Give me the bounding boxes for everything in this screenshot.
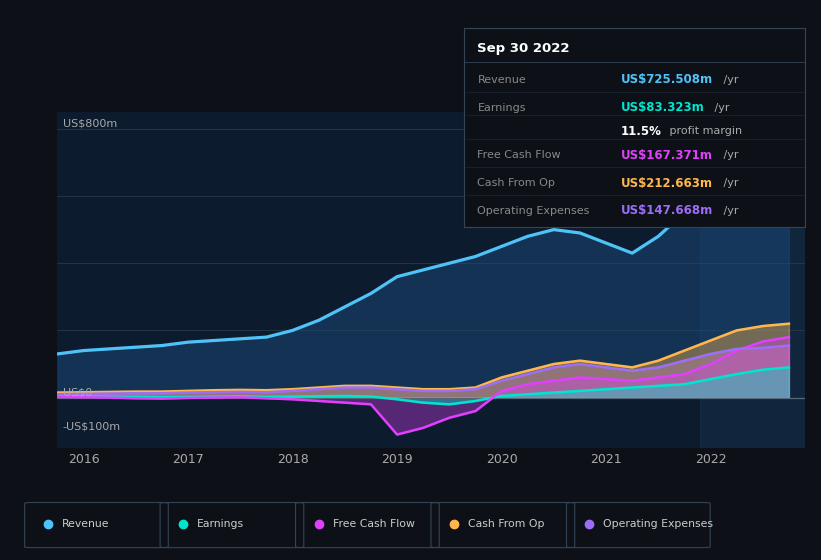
Bar (700, 112, 805, 448)
Text: /yr: /yr (720, 74, 739, 85)
Text: US$800m: US$800m (62, 119, 117, 129)
Text: /yr: /yr (711, 102, 730, 113)
Text: Free Cash Flow: Free Cash Flow (333, 519, 415, 529)
Text: US$167.371m: US$167.371m (621, 149, 713, 162)
Text: US$83.323m: US$83.323m (621, 101, 704, 114)
Text: /yr: /yr (720, 150, 739, 160)
Text: US$725.508m: US$725.508m (621, 73, 713, 86)
Text: Earnings: Earnings (197, 519, 244, 529)
Text: Operating Expenses: Operating Expenses (603, 519, 713, 529)
Text: /yr: /yr (720, 178, 739, 188)
Text: US$0: US$0 (62, 388, 92, 398)
Text: -US$100m: -US$100m (62, 421, 121, 431)
Text: 11.5%: 11.5% (621, 125, 662, 138)
Text: Earnings: Earnings (478, 102, 526, 113)
Text: Cash From Op: Cash From Op (468, 519, 544, 529)
Text: Cash From Op: Cash From Op (478, 178, 555, 188)
Text: Operating Expenses: Operating Expenses (478, 206, 589, 216)
Text: profit margin: profit margin (666, 127, 742, 137)
Text: /yr: /yr (720, 206, 739, 216)
Text: US$212.663m: US$212.663m (621, 176, 713, 190)
Text: US$147.668m: US$147.668m (621, 204, 713, 217)
Text: Free Cash Flow: Free Cash Flow (478, 150, 561, 160)
Text: Sep 30 2022: Sep 30 2022 (478, 42, 570, 55)
Text: Revenue: Revenue (478, 74, 526, 85)
Text: Revenue: Revenue (62, 519, 109, 529)
